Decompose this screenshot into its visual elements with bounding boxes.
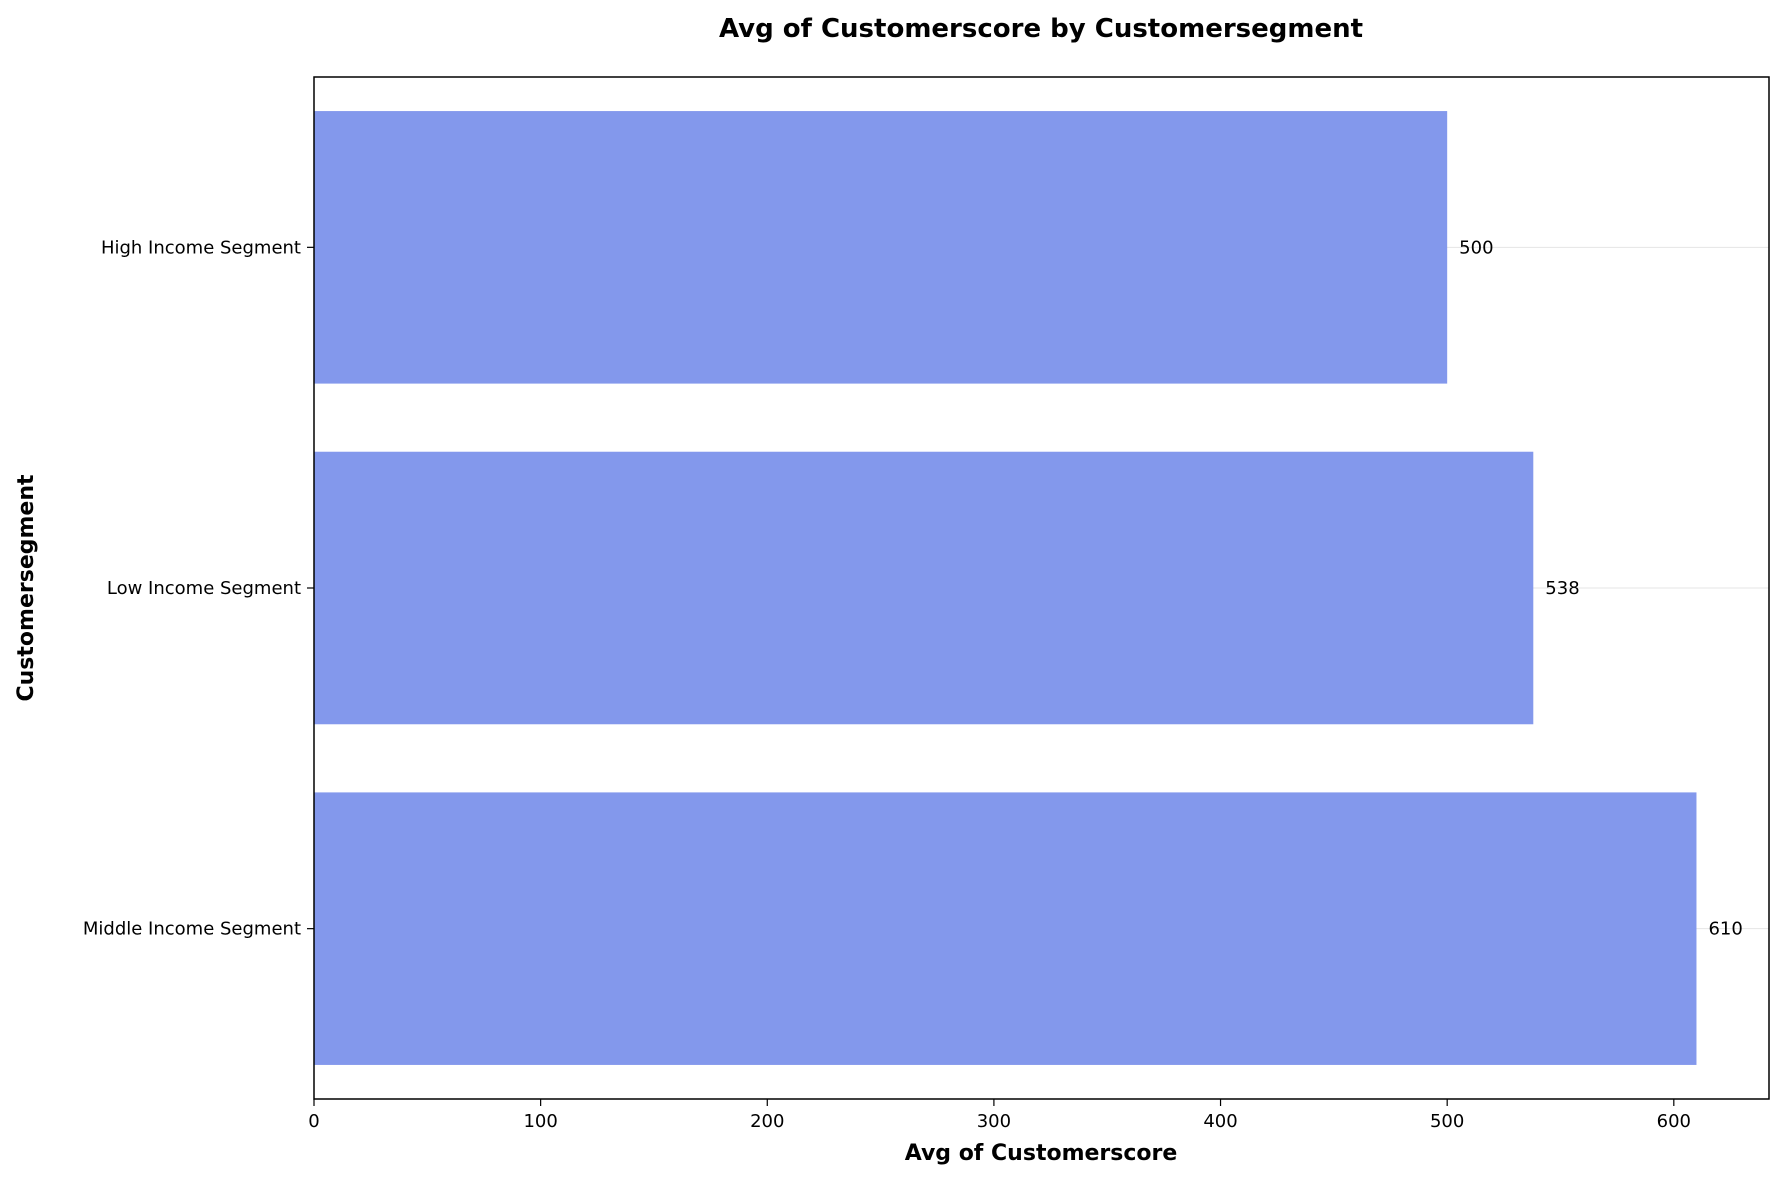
chart-title: Avg of Customerscore by Customersegment <box>719 14 1363 44</box>
x-tick-label-300: 300 <box>977 1111 1011 1132</box>
x-axis-label: Avg of Customerscore <box>905 1141 1178 1166</box>
bar-middle-income-segment <box>314 792 1697 1065</box>
y-tick-label-high-income-segment: High Income Segment <box>101 237 301 258</box>
bar-low-income-segment <box>314 451 1534 725</box>
y-tick-label-middle-income-segment: Middle Income Segment <box>83 919 301 940</box>
data-label-high-income-segment: 500 <box>1459 237 1493 258</box>
x-tick-label-200: 200 <box>750 1111 784 1132</box>
bar-high-income-segment <box>314 111 1448 384</box>
y-tick-label-low-income-segment: Low Income Segment <box>107 578 301 599</box>
data-label-low-income-segment: 538 <box>1545 578 1579 599</box>
x-tick-label-400: 400 <box>1203 1111 1237 1132</box>
data-labels: 500 538 610 <box>1459 237 1743 939</box>
x-tick-label-600: 600 <box>1657 1111 1691 1132</box>
x-axis-ticks: 0 100 200 300 400 500 600 <box>308 1099 1691 1132</box>
data-label-middle-income-segment: 610 <box>1708 919 1742 940</box>
x-tick-label-500: 500 <box>1430 1111 1464 1132</box>
x-tick-label-0: 0 <box>308 1111 319 1132</box>
bars <box>314 111 1697 1065</box>
y-axis-ticks: High Income Segment Low Income Segment Mid… <box>83 237 314 940</box>
x-tick-label-100: 100 <box>523 1111 557 1132</box>
y-axis-label: Customersegment <box>14 474 39 701</box>
